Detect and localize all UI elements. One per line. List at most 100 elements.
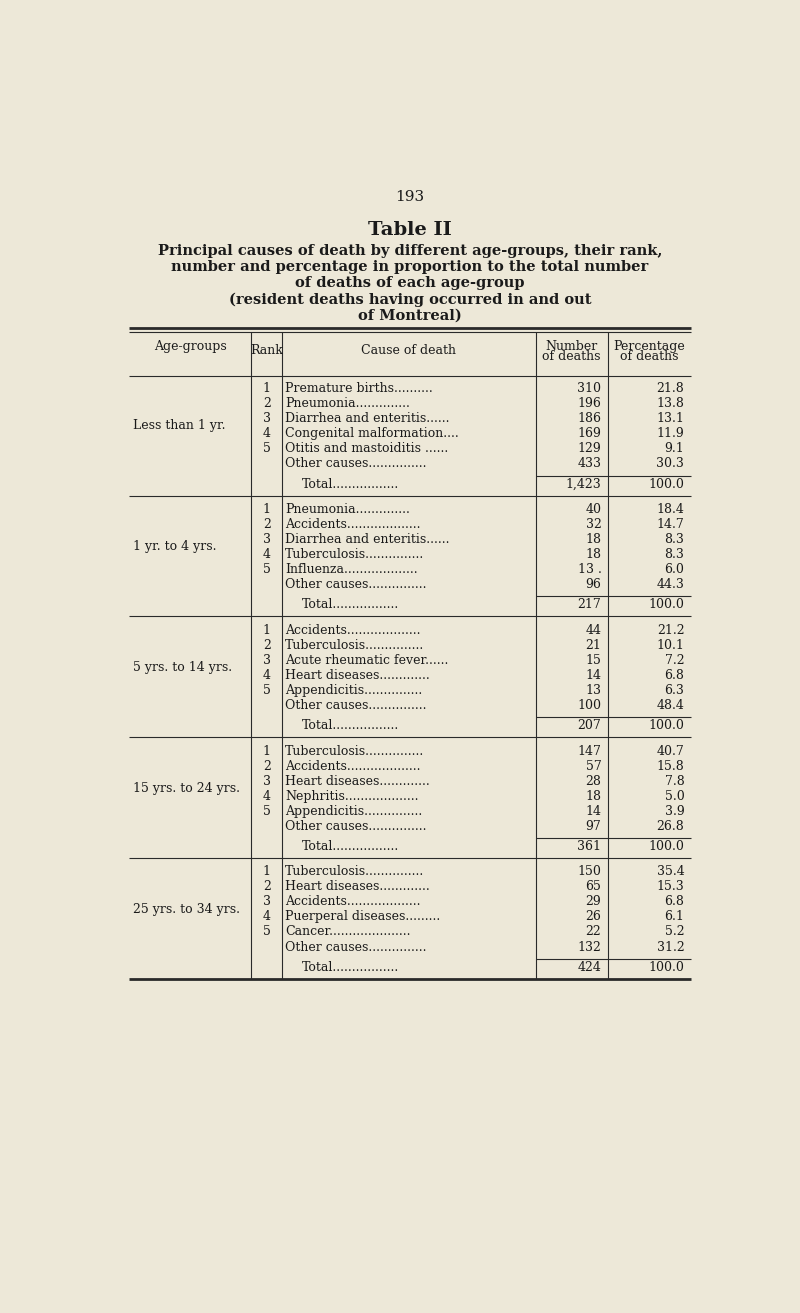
Text: Accidents...................: Accidents................... [286, 895, 421, 909]
Text: 22: 22 [586, 926, 602, 939]
Text: Other causes...............: Other causes............... [286, 457, 426, 470]
Text: 15 yrs. to 24 yrs.: 15 yrs. to 24 yrs. [133, 783, 239, 796]
Text: Total.................: Total................. [302, 478, 399, 491]
Text: Tuberculosis...............: Tuberculosis............... [286, 865, 425, 878]
Text: Tuberculosis...............: Tuberculosis............... [286, 638, 425, 651]
Text: 10.1: 10.1 [657, 638, 684, 651]
Text: 5: 5 [262, 442, 270, 454]
Text: 7.2: 7.2 [665, 654, 684, 667]
Text: 100.0: 100.0 [649, 599, 684, 612]
Text: Less than 1 yr.: Less than 1 yr. [133, 419, 225, 432]
Text: 9.1: 9.1 [665, 442, 684, 454]
Text: 6.0: 6.0 [665, 563, 684, 576]
Text: 35.4: 35.4 [657, 865, 684, 878]
Text: 44: 44 [586, 624, 602, 637]
Text: 361: 361 [578, 840, 602, 853]
Text: Congenital malformation....: Congenital malformation.... [286, 427, 459, 440]
Text: 310: 310 [578, 382, 602, 395]
Text: 2: 2 [262, 397, 270, 410]
Text: Percentage: Percentage [614, 340, 685, 353]
Text: 40: 40 [586, 503, 602, 516]
Text: 6.8: 6.8 [665, 895, 684, 909]
Text: 132: 132 [578, 940, 602, 953]
Text: 14: 14 [586, 668, 602, 681]
Text: 150: 150 [578, 865, 602, 878]
Text: of Montreal): of Montreal) [358, 309, 462, 323]
Text: 4: 4 [262, 548, 270, 561]
Text: Age-groups: Age-groups [154, 340, 226, 353]
Text: 147: 147 [578, 744, 602, 758]
Text: Other causes...............: Other causes............... [286, 940, 426, 953]
Text: 1 yr. to 4 yrs.: 1 yr. to 4 yrs. [133, 540, 216, 553]
Text: 29: 29 [586, 895, 602, 909]
Text: 2: 2 [262, 759, 270, 772]
Text: 96: 96 [586, 578, 602, 591]
Text: 3: 3 [262, 533, 270, 546]
Text: 25 yrs. to 34 yrs.: 25 yrs. to 34 yrs. [133, 903, 239, 916]
Text: Table II: Table II [368, 221, 452, 239]
Text: 26: 26 [586, 910, 602, 923]
Text: 100: 100 [578, 699, 602, 712]
Text: 8.3: 8.3 [665, 533, 684, 546]
Text: 5: 5 [262, 926, 270, 939]
Text: 13.1: 13.1 [657, 412, 684, 425]
Text: Total.................: Total................. [302, 961, 399, 974]
Text: 6.8: 6.8 [665, 668, 684, 681]
Text: Total.................: Total................. [302, 599, 399, 612]
Text: 1: 1 [262, 865, 270, 878]
Text: Appendicitis...............: Appendicitis............... [286, 805, 422, 818]
Text: 65: 65 [586, 881, 602, 893]
Text: 4: 4 [262, 789, 270, 802]
Text: Otitis and mastoiditis ......: Otitis and mastoiditis ...... [286, 442, 449, 454]
Text: Rank: Rank [250, 344, 283, 357]
Text: 21.8: 21.8 [657, 382, 684, 395]
Text: 8.3: 8.3 [665, 548, 684, 561]
Text: Total.................: Total................. [302, 840, 399, 853]
Text: 3: 3 [262, 654, 270, 667]
Text: 48.4: 48.4 [657, 699, 684, 712]
Text: 100.0: 100.0 [649, 720, 684, 733]
Text: Accidents...................: Accidents................... [286, 759, 421, 772]
Text: 14: 14 [586, 805, 602, 818]
Text: 5 yrs. to 14 yrs.: 5 yrs. to 14 yrs. [133, 662, 232, 674]
Text: of deaths of each age-group: of deaths of each age-group [295, 276, 525, 290]
Text: 217: 217 [578, 599, 602, 612]
Text: 32: 32 [586, 517, 602, 530]
Text: Heart diseases.............: Heart diseases............. [286, 881, 430, 893]
Text: 3: 3 [262, 412, 270, 425]
Text: 97: 97 [586, 819, 602, 832]
Text: 4: 4 [262, 668, 270, 681]
Text: 1: 1 [262, 744, 270, 758]
Text: 18: 18 [586, 789, 602, 802]
Text: 18: 18 [586, 548, 602, 561]
Text: Total.................: Total................. [302, 720, 399, 733]
Text: 100.0: 100.0 [649, 840, 684, 853]
Text: 11.9: 11.9 [657, 427, 684, 440]
Text: Tuberculosis...............: Tuberculosis............... [286, 548, 425, 561]
Text: 424: 424 [578, 961, 602, 974]
Text: Diarrhea and enteritis......: Diarrhea and enteritis...... [286, 412, 450, 425]
Text: 28: 28 [586, 775, 602, 788]
Text: 196: 196 [578, 397, 602, 410]
Text: 3: 3 [262, 895, 270, 909]
Text: 15: 15 [586, 654, 602, 667]
Text: 4: 4 [262, 427, 270, 440]
Text: 26.8: 26.8 [657, 819, 684, 832]
Text: Influenza...................: Influenza................... [286, 563, 418, 576]
Text: Cause of death: Cause of death [362, 344, 456, 357]
Text: 3: 3 [262, 775, 270, 788]
Text: number and percentage in proportion to the total number: number and percentage in proportion to t… [171, 260, 649, 274]
Text: 2: 2 [262, 881, 270, 893]
Text: 5: 5 [262, 805, 270, 818]
Text: 5: 5 [262, 684, 270, 697]
Text: 100.0: 100.0 [649, 961, 684, 974]
Text: Heart diseases.............: Heart diseases............. [286, 668, 430, 681]
Text: 1: 1 [262, 382, 270, 395]
Text: 21.2: 21.2 [657, 624, 684, 637]
Text: Nephritis...................: Nephritis................... [286, 789, 418, 802]
Text: 1: 1 [262, 624, 270, 637]
Text: Other causes...............: Other causes............... [286, 578, 426, 591]
Text: Premature births..........: Premature births.......... [286, 382, 433, 395]
Text: 100.0: 100.0 [649, 478, 684, 491]
Text: 2: 2 [262, 517, 270, 530]
